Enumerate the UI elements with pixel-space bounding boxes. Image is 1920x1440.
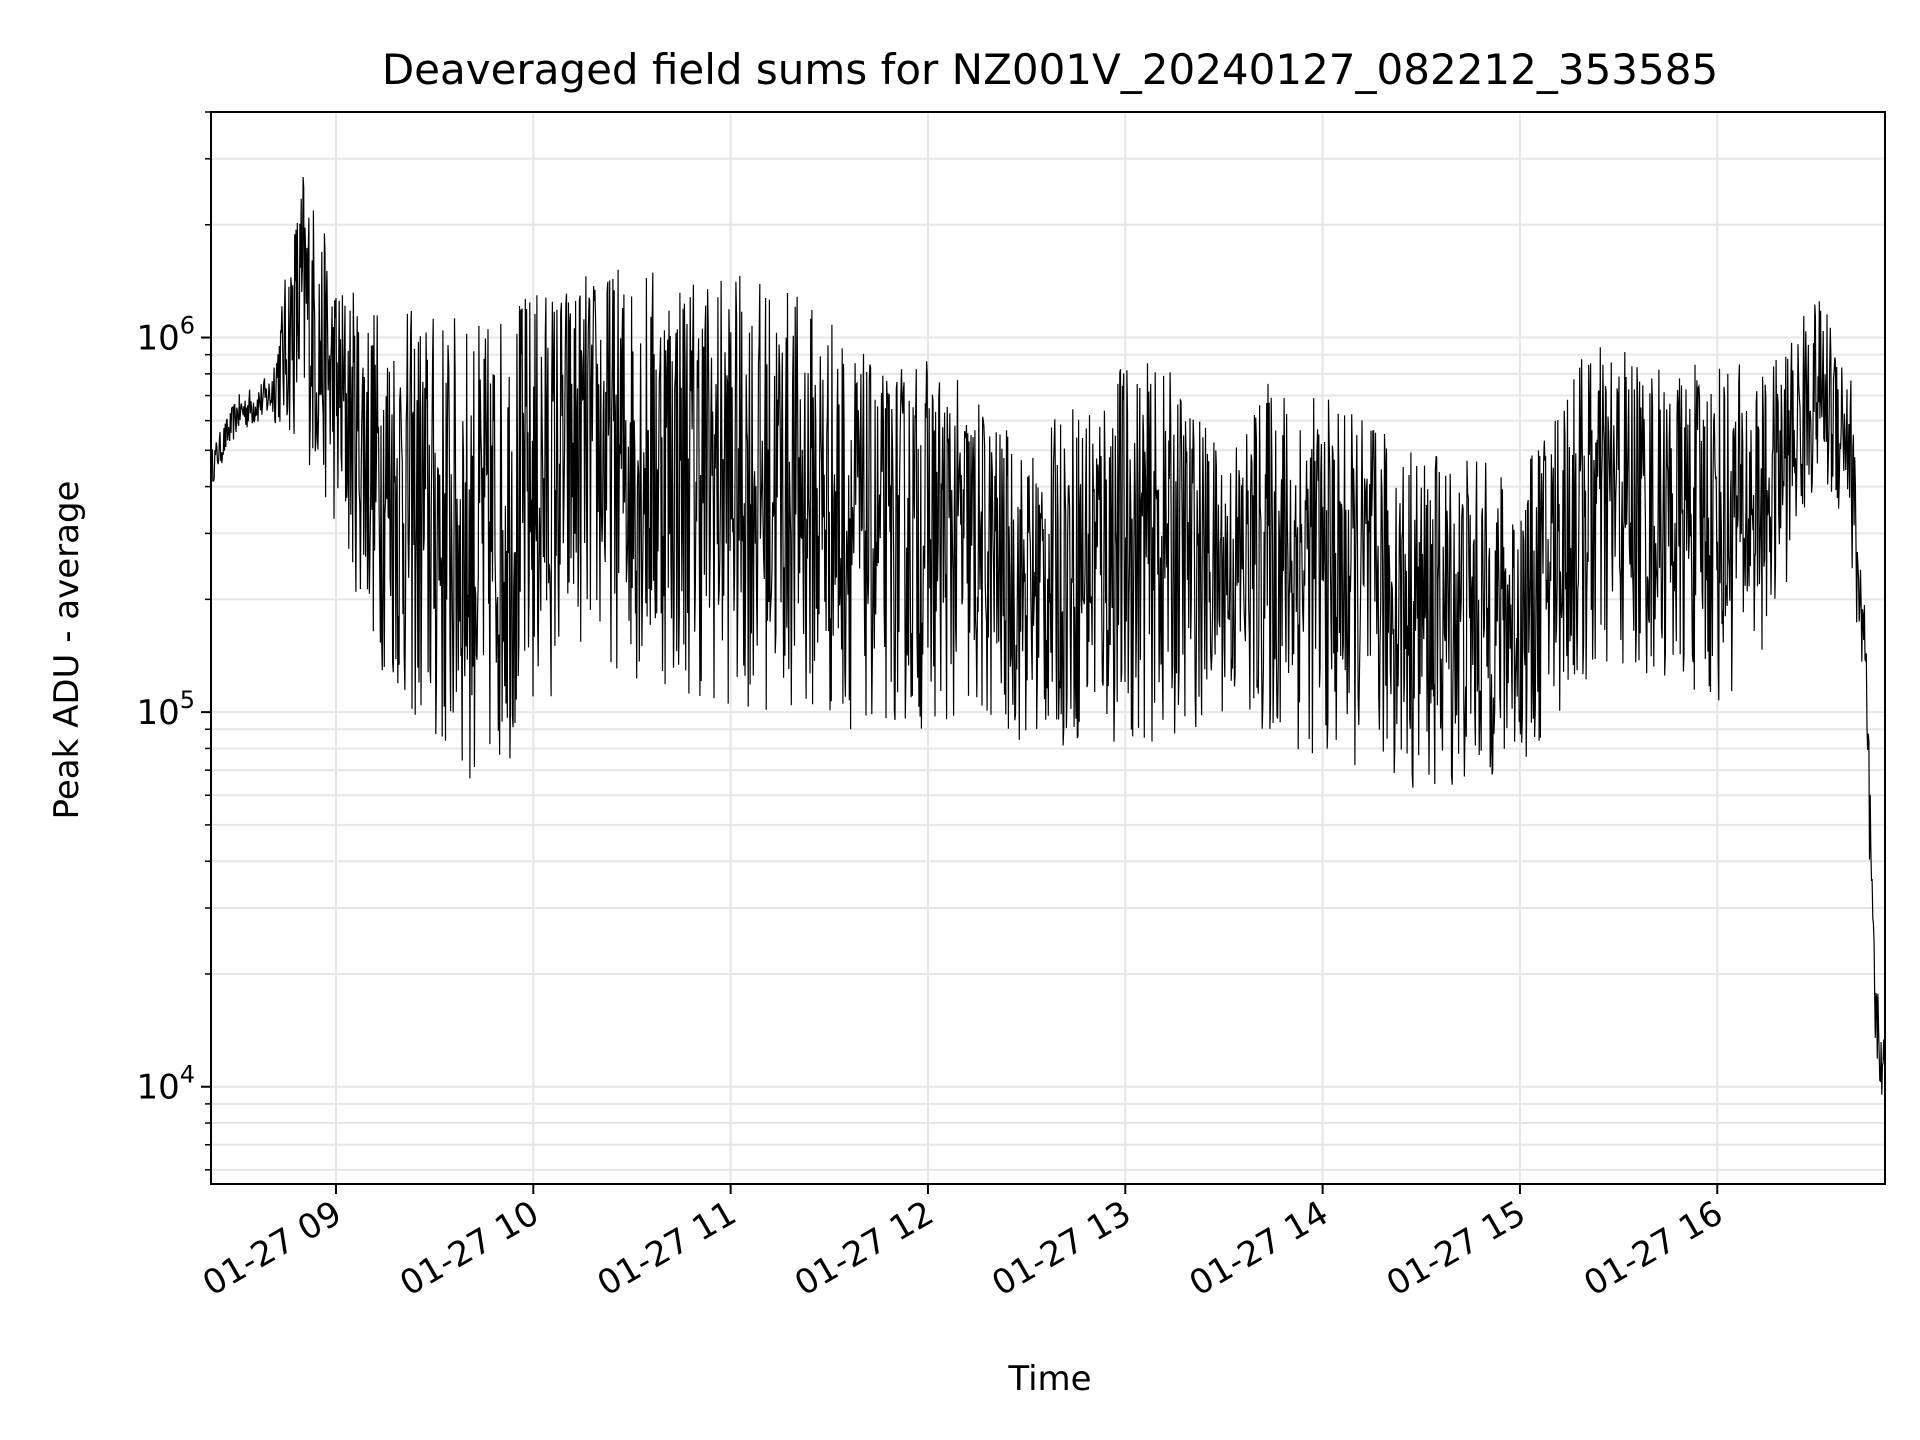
y-tick-base: 10	[136, 1068, 179, 1108]
y-tick-label: 104	[136, 1061, 195, 1108]
chart-title: Deaveraged field sums for NZ001V_2024012…	[382, 45, 1718, 94]
plot-frame	[210, 111, 1886, 1185]
y-tick-exponent: 4	[180, 1061, 195, 1089]
y-tick-base: 10	[136, 693, 179, 733]
y-axis-title: Peak ADU - average	[47, 481, 87, 820]
x-axis-title: Time	[1007, 1359, 1091, 1399]
y-tick-label: 106	[136, 312, 195, 359]
y-tick-exponent: 5	[180, 686, 195, 714]
y-tick-exponent: 6	[180, 312, 195, 340]
y-tick-base: 10	[136, 319, 179, 359]
series-line	[210, 176, 1886, 1095]
series	[210, 176, 1886, 1095]
y-tick-label: 105	[136, 686, 195, 733]
